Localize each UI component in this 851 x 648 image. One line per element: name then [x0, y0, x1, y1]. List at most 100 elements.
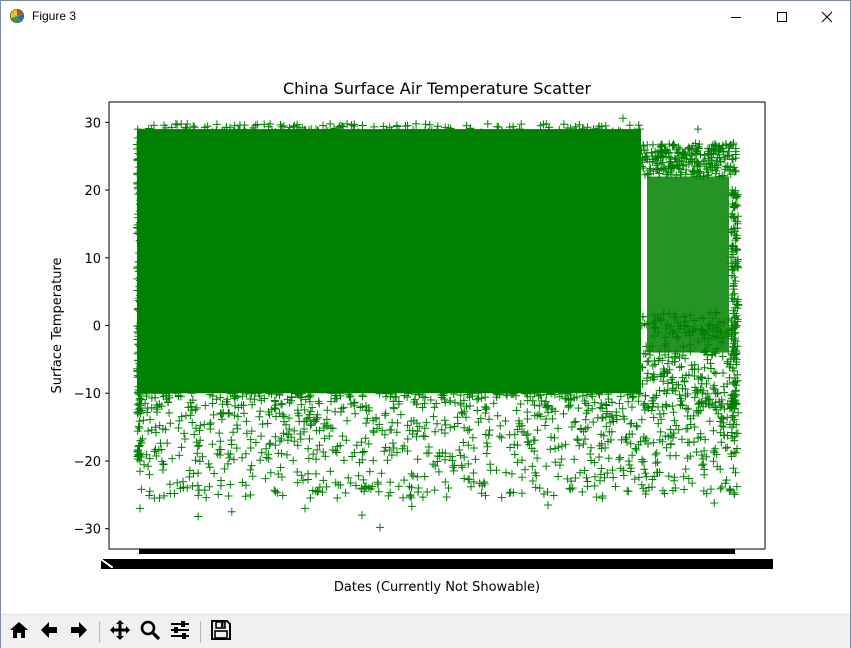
- data-point: [375, 420, 384, 429]
- maximize-button[interactable]: [759, 1, 805, 32]
- data-point: [611, 482, 620, 491]
- data-point: [690, 393, 699, 402]
- save-button[interactable]: [208, 619, 234, 645]
- pan-button[interactable]: [107, 619, 133, 645]
- data-point: [242, 390, 251, 399]
- forward-button[interactable]: [66, 619, 92, 645]
- data-point: [158, 424, 167, 433]
- zoom-button[interactable]: [137, 619, 163, 645]
- data-point: [173, 478, 182, 487]
- data-point: [357, 484, 366, 493]
- data-point: [673, 347, 682, 356]
- data-point: [183, 483, 192, 492]
- data-point: [544, 408, 553, 417]
- data-point: [351, 481, 360, 490]
- data-point: [651, 147, 660, 156]
- y-tick-label: −20: [74, 455, 101, 470]
- data-point: [728, 364, 737, 373]
- data-point: [273, 488, 282, 497]
- data-point: [193, 449, 202, 458]
- data-point: [643, 155, 652, 164]
- data-point: [694, 365, 703, 374]
- data-point: [195, 457, 204, 466]
- data-point: [483, 119, 492, 128]
- data-point: [615, 455, 624, 464]
- data-point: [719, 318, 728, 327]
- data-point: [351, 409, 360, 418]
- minimize-button[interactable]: [713, 1, 759, 32]
- data-point: [232, 421, 241, 430]
- data-point: [344, 130, 353, 139]
- data-point: [566, 401, 575, 410]
- data-point: [313, 445, 322, 454]
- data-point: [320, 434, 329, 443]
- data-point: [710, 385, 719, 394]
- data-point: [728, 209, 737, 218]
- data-point: [517, 120, 526, 129]
- back-button[interactable]: [36, 619, 62, 645]
- data-point: [261, 474, 270, 483]
- data-point: [464, 459, 473, 468]
- data-point: [151, 445, 160, 454]
- data-point: [603, 469, 612, 478]
- data-point: [477, 394, 486, 403]
- data-point: [322, 125, 331, 134]
- data-point: [380, 447, 389, 456]
- data-point: [682, 404, 691, 413]
- close-button[interactable]: [804, 1, 850, 32]
- data-point: [713, 389, 722, 398]
- data-point: [278, 410, 287, 419]
- data-point: [719, 382, 728, 391]
- data-point: [605, 412, 614, 421]
- data-point: [289, 122, 298, 131]
- data-point: [433, 122, 442, 131]
- configure-subplots-button[interactable]: [167, 619, 193, 645]
- home-button[interactable]: [6, 619, 32, 645]
- data-point: [602, 422, 611, 431]
- data-point: [434, 467, 443, 476]
- data-point: [712, 157, 721, 166]
- data-point: [427, 126, 436, 135]
- data-point: [597, 464, 606, 473]
- data-point: [732, 246, 741, 255]
- data-point: [296, 435, 305, 444]
- data-point: [651, 360, 660, 369]
- data-point: [365, 467, 374, 476]
- data-point: [142, 134, 151, 143]
- data-point: [715, 328, 724, 337]
- data-point: [175, 451, 184, 460]
- data-point: [581, 424, 590, 433]
- data-point: [257, 432, 266, 441]
- data-point: [547, 389, 556, 398]
- data-point: [165, 480, 174, 489]
- data-point: [329, 131, 338, 140]
- data-point: [403, 435, 412, 444]
- data-point: [180, 429, 189, 438]
- data-point: [396, 410, 405, 419]
- data-point: [634, 121, 643, 130]
- data-point: [432, 399, 441, 408]
- data-point: [729, 265, 738, 274]
- data-point: [152, 451, 161, 460]
- data-point: [728, 324, 737, 333]
- data-point: [474, 418, 483, 427]
- data-point: [138, 434, 147, 443]
- data-point: [213, 449, 222, 458]
- data-point: [143, 408, 152, 417]
- data-point: [226, 480, 235, 489]
- data-point: [407, 417, 416, 426]
- data-point: [731, 378, 740, 387]
- title-bar[interactable]: Figure 3: [1, 1, 850, 32]
- data-point: [716, 484, 725, 493]
- data-point: [686, 340, 695, 349]
- data-point: [297, 471, 306, 480]
- data-point: [712, 308, 721, 317]
- data-point: [596, 470, 605, 479]
- data-point: [394, 133, 403, 142]
- data-point: [230, 391, 239, 400]
- data-point: [601, 121, 610, 130]
- data-point: [598, 404, 607, 413]
- data-point: [133, 223, 142, 232]
- data-point: [637, 480, 646, 489]
- data-point: [468, 433, 477, 442]
